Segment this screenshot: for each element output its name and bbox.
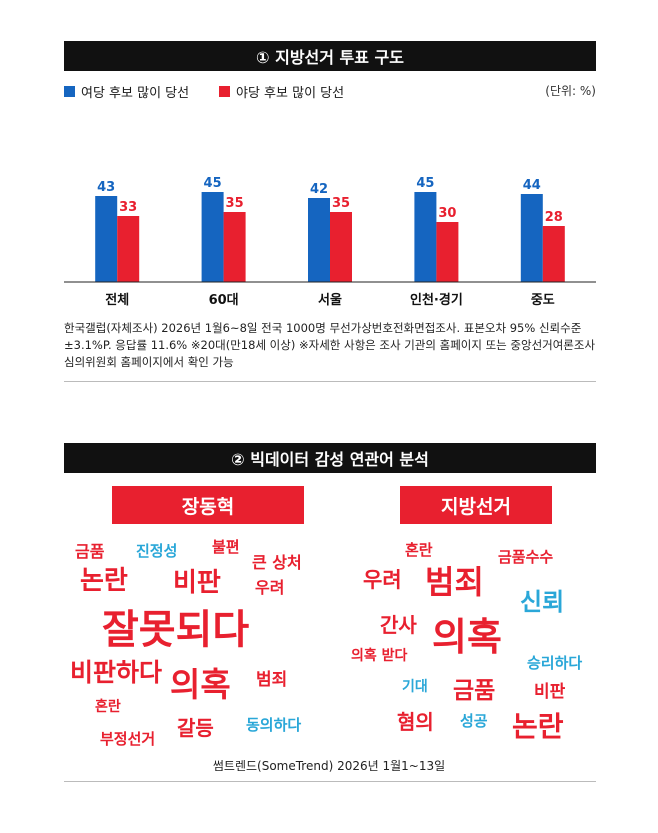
legend-item-ruling: 여당 후보 많이 당선 (64, 82, 189, 101)
cloud-right-word: 의혹 받다 (351, 648, 408, 664)
data-label-opposition-1: 35 (226, 196, 244, 211)
cloud-left-word: 비판 (173, 568, 221, 598)
cloud-right-title: 지방선거 (400, 486, 552, 524)
unit-label: (단위: %) (545, 84, 596, 98)
legend-label-opposition: 야당 후보 많이 당선 (236, 86, 345, 101)
category-label-1: 60대 (209, 293, 239, 308)
bar-chart: 43 33 전체 45 35 60대 42 35 서울 45 30 인천·경기 44 28 중도 (64, 176, 596, 308)
cloud-right-word: 비판 (534, 682, 566, 702)
bar-opposition-4 (542, 226, 565, 282)
cloud-left-word: 우려 (255, 578, 285, 597)
cloud-right-word: 의혹 (432, 615, 502, 659)
cloud-right-word: 혐의 (397, 710, 434, 734)
bar-ruling-4 (520, 194, 543, 282)
divider-bottom (64, 781, 596, 782)
data-label-ruling-0: 43 (97, 180, 115, 195)
cloud-right-word: 승리하다 (527, 654, 583, 672)
credit-note: 썸트렌드(SomeTrend) 2026년 1월1~13일 (212, 759, 446, 773)
cloud-right-word: 금품수수 (498, 548, 554, 566)
cloud-right-word: 혼란 (405, 541, 433, 559)
cloud-left-title-text: 장동혁 (181, 495, 235, 518)
bar-opposition-0 (117, 216, 140, 282)
cloud-right-word: 우려 (363, 568, 402, 592)
bar-opposition-1 (223, 212, 246, 282)
cloud-left-title: 장동혁 (112, 486, 304, 524)
data-label-ruling-2: 42 (310, 182, 328, 197)
cloud-right-title-text: 지방선거 (441, 495, 511, 518)
data-label-opposition-4: 28 (545, 210, 563, 225)
legend-label-ruling: 여당 후보 많이 당선 (81, 86, 190, 101)
section1-title: ① 지방선거 투표 구도 (255, 48, 405, 67)
cloud-left-word: 혼란 (95, 699, 121, 715)
legend-swatch-ruling (64, 86, 75, 97)
cloud-left-word: 잘못되다 (102, 607, 250, 653)
data-label-ruling-1: 45 (204, 176, 222, 191)
cloud-left-word: 동의하다 (246, 716, 302, 734)
cloud-left-word: 금품 (75, 542, 105, 561)
cloud-left-word: 갈등 (177, 716, 214, 740)
data-label-ruling-3: 45 (416, 176, 434, 191)
section1-header: ① 지방선거 투표 구도 (64, 41, 596, 71)
cloud-left-word: 범죄 (256, 670, 288, 690)
source-note: 한국갤럽(자체조사) 2026년 1월6~8일 전국 1000명 무선가상번호전… (64, 321, 596, 369)
cloud-left-word: 진정성 (136, 542, 178, 560)
section2-header: ② 빅데이터 감성 연관어 분석 (64, 443, 596, 473)
category-label-0: 전체 (105, 292, 129, 308)
cloud-left-word: 논란 (80, 566, 128, 596)
bar-ruling-3 (414, 192, 437, 282)
bar-opposition-2 (330, 212, 352, 282)
cloud-right-word: 논란 (512, 710, 564, 743)
legend-swatch-opposition (219, 86, 230, 97)
category-label-3: 인천·경기 (410, 292, 463, 308)
legend-item-opposition: 야당 후보 많이 당선 (219, 82, 344, 101)
cloud-left-word: 불편 (212, 538, 240, 556)
bar-ruling-0 (95, 196, 118, 282)
cloud-left-word: 큰 상처 (252, 553, 302, 572)
cloud-right-word: 성공 (460, 712, 488, 730)
cloud-right-word: 신뢰 (520, 588, 565, 616)
bar-ruling-2 (308, 198, 330, 282)
data-label-opposition-2: 35 (332, 196, 350, 211)
chart-legend: 여당 후보 많이 당선 야당 후보 많이 당선 (단위: %) (64, 82, 596, 102)
data-label-ruling-4: 44 (523, 178, 541, 193)
divider-top (64, 381, 596, 382)
section2-title: ② 빅데이터 감성 연관어 분석 (231, 450, 429, 469)
data-label-opposition-0: 33 (119, 200, 137, 215)
bar-ruling-1 (201, 192, 224, 282)
data-label-opposition-3: 30 (438, 206, 456, 221)
cloud-right-word: 금품 (453, 678, 496, 704)
cloud-right-word: 간사 (380, 613, 417, 637)
category-label-2: 서울 (318, 292, 342, 308)
bar-opposition-3 (436, 222, 459, 282)
cloud-left-word: 의혹 (170, 665, 231, 704)
cloud-right-word: 기대 (402, 679, 428, 695)
category-label-4: 중도 (531, 293, 555, 308)
cloud-right-word: 범죄 (425, 563, 484, 601)
cloud-left-word: 비판하다 (70, 658, 163, 687)
cloud-left-word: 부정선거 (100, 730, 156, 748)
